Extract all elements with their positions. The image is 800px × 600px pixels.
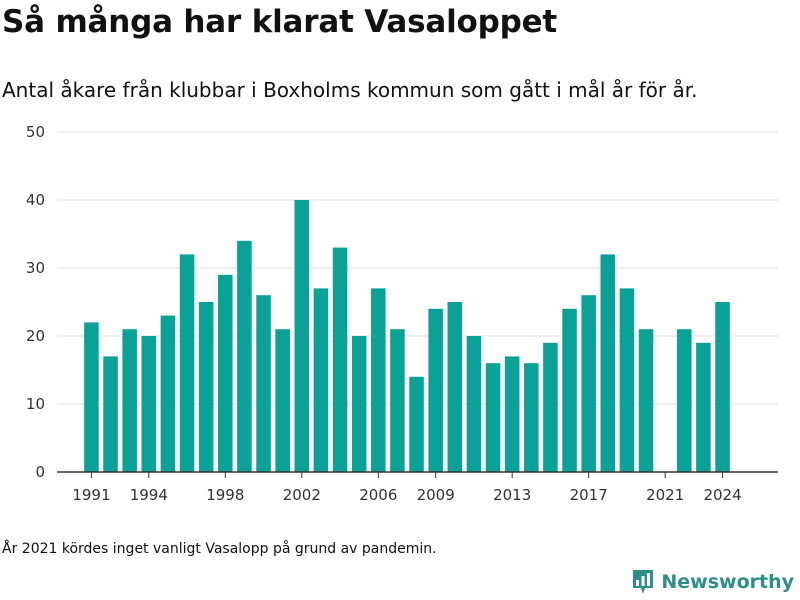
- x-tick-label: 1998: [206, 486, 244, 504]
- bar-2013: [504, 356, 520, 472]
- bar-1999: [237, 240, 252, 472]
- y-tick-label: 0: [35, 463, 45, 481]
- bar-1998: [218, 274, 233, 472]
- bar-2001: [275, 329, 290, 472]
- bar-1994: [141, 336, 157, 472]
- x-tick-label: 2013: [493, 486, 531, 504]
- bar-1996: [179, 254, 195, 472]
- bar-1991: [84, 322, 99, 472]
- bar-2007: [390, 329, 405, 472]
- x-axis-ticks: 1991 1994 1998 2002 2006 2009 2013 2017 2021 2024: [72, 472, 742, 504]
- bar-2022: [677, 329, 692, 472]
- brand: Newsworthy: [631, 568, 794, 596]
- bar-2014: [524, 363, 539, 472]
- bar-2008: [409, 376, 424, 472]
- x-tick-label: 1991: [72, 486, 110, 504]
- bar-1997: [198, 302, 214, 472]
- bar-2019: [619, 288, 635, 472]
- bar-2012: [485, 363, 501, 472]
- bar-2000: [256, 295, 271, 472]
- bar-2010: [447, 302, 463, 472]
- bar-2006: [371, 288, 386, 472]
- bar-2016: [562, 308, 577, 472]
- bars: [84, 200, 730, 472]
- footnote: År 2021 kördes inget vanligt Vasalopp på…: [2, 541, 437, 557]
- bar-2017: [581, 295, 596, 472]
- bar-2004: [332, 247, 348, 472]
- x-tick-label: 2024: [703, 486, 741, 504]
- bar-2015: [543, 342, 558, 472]
- brand-name: Newsworthy: [661, 571, 794, 593]
- bar-1993: [122, 329, 137, 472]
- y-tick-label: 20: [26, 327, 45, 345]
- x-tick-label: 2006: [359, 486, 397, 504]
- bar-1992: [103, 356, 118, 472]
- chart-subtitle: Antal åkare från klubbar i Boxholms komm…: [2, 78, 698, 102]
- y-tick-label: 40: [26, 191, 45, 209]
- chart-title: Så många har klarat Vasaloppet: [2, 4, 558, 40]
- x-tick-label: 2017: [570, 486, 608, 504]
- x-tick-label: 2002: [283, 486, 321, 504]
- x-tick-label: 1994: [130, 486, 168, 504]
- bar-2023: [696, 342, 711, 472]
- y-axis-ticks: 0 10 20 30 40 50: [26, 123, 45, 481]
- y-tick-label: 30: [26, 259, 45, 277]
- y-tick-label: 50: [26, 123, 45, 141]
- bar-2009: [428, 308, 443, 472]
- y-tick-label: 10: [26, 395, 45, 413]
- bar-2002: [294, 200, 310, 472]
- x-tick-label: 2009: [417, 486, 455, 504]
- bar-2003: [313, 288, 329, 472]
- bar-1995: [160, 315, 176, 472]
- bar-2005: [351, 336, 367, 472]
- bar-2018: [600, 254, 616, 472]
- bar-2020: [638, 329, 654, 472]
- bar-2024: [715, 302, 730, 472]
- bar-2011: [466, 336, 482, 472]
- newsworthy-logo-icon: [633, 570, 654, 594]
- x-tick-label: 2021: [646, 486, 684, 504]
